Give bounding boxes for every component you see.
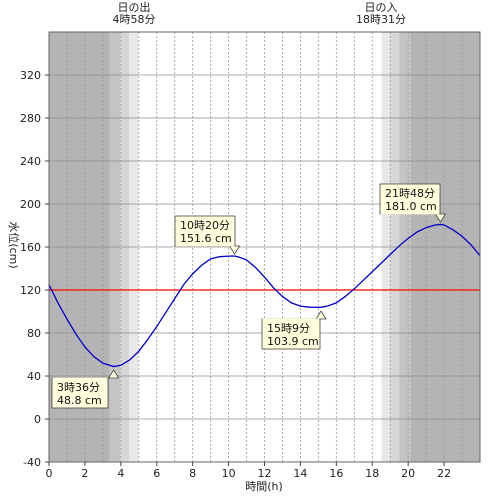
- callout-box: [379, 183, 441, 215]
- y-tick-label: 280: [20, 112, 41, 125]
- sunrise-time: 4時58分: [113, 13, 156, 26]
- callout-seam: [52, 377, 108, 380]
- callout-pointer: [434, 213, 447, 223]
- x-tick-label: 8: [189, 467, 196, 480]
- sunset-title: 日の入: [365, 1, 398, 14]
- y-tick-label: -40: [23, 456, 41, 469]
- y-tick-label: 200: [20, 198, 41, 211]
- callout-value: 48.8 cm: [57, 394, 102, 407]
- callout-seam: [262, 318, 320, 321]
- callout-seam: [380, 212, 440, 215]
- y-tick-label: 320: [20, 69, 41, 82]
- x-axis-title: 時間(h): [245, 480, 283, 493]
- callout-value: 103.9 cm: [267, 335, 319, 348]
- callout-time: 3時36分: [57, 381, 100, 394]
- sunset-time: 18時31分: [356, 13, 406, 26]
- callout-box: [174, 215, 236, 247]
- x-tick-label: 16: [329, 467, 343, 480]
- y-tick-label: 0: [34, 413, 41, 426]
- y-tick-label: 80: [27, 327, 41, 340]
- callout-box: [261, 318, 321, 350]
- x-tick-label: 14: [293, 467, 307, 480]
- x-tick-label: 10: [222, 467, 236, 480]
- x-tick-label: 18: [365, 467, 379, 480]
- x-tick-label: 2: [81, 467, 88, 480]
- x-tick-label: 4: [117, 467, 124, 480]
- callout-time: 15時9分: [267, 322, 310, 335]
- y-tick-label: 160: [20, 241, 41, 254]
- callout-pointer: [228, 245, 241, 255]
- callout-value: 151.6 cm: [180, 232, 232, 245]
- y-tick-label: 120: [20, 284, 41, 297]
- sunrise-title: 日の出: [118, 0, 151, 14]
- y-axis-title: 水位(cm): [7, 221, 21, 268]
- tide-level-line: [48, 223, 481, 368]
- x-tick-label: 0: [46, 467, 53, 480]
- callout-pointer: [107, 369, 120, 379]
- x-tick-label: 6: [153, 467, 160, 480]
- x-tick-label: 12: [258, 467, 272, 480]
- callout-box: [51, 377, 109, 409]
- callout-time: 10時20分: [180, 219, 230, 232]
- y-tick-label: 40: [27, 370, 41, 383]
- x-tick-label: 22: [437, 467, 451, 480]
- x-tick-label: 20: [401, 467, 415, 480]
- y-tick-label: 240: [20, 155, 41, 168]
- callout-seam: [175, 244, 235, 247]
- callout-value: 181.0 cm: [385, 200, 437, 213]
- callout-pointer: [315, 310, 327, 320]
- callout-time: 21時48分: [385, 187, 435, 200]
